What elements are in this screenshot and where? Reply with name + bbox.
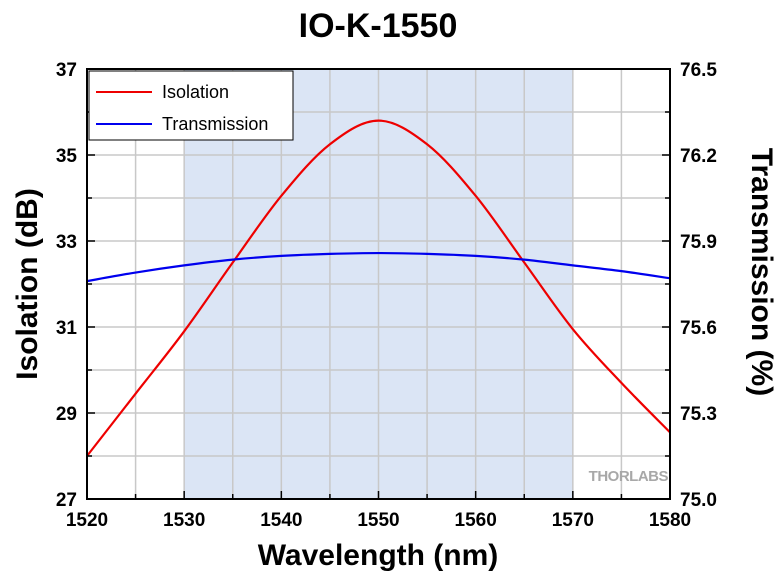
axis-ticks [86,68,671,500]
y-left-tick-label: 29 [56,404,77,425]
series-line-transmission [86,251,671,283]
y-left-tick-label: 33 [56,232,77,253]
x-tick-label: 1560 [455,510,497,531]
y-right-tick-label: 75.0 [680,490,717,511]
legend-label-transmission: Transmission [162,114,268,134]
x-tick-label: 1530 [163,510,205,531]
legend: Isolation Transmission [88,70,294,141]
y-right-tick-label: 76.5 [680,60,717,81]
y-left-tick-label: 35 [56,146,78,167]
x-tick-label: 1550 [357,510,399,531]
x-tick-label: 1520 [66,510,108,531]
y-left-tick-label: 37 [56,60,77,81]
y-right-tick-labels: 75.0 75.3 75.6 75.9 76.2 76.5 [680,60,717,511]
y-right-tick-label: 76.2 [680,146,717,167]
thorlabs-watermark-logo: THORLABS [589,468,669,485]
y-right-tick-label: 75.3 [680,404,717,425]
y-right-tick-label: 75.6 [680,318,717,339]
x-tick-label: 1540 [260,510,302,531]
series-lines [86,119,671,457]
x-tick-label: 1580 [649,510,691,531]
series-line-isolation [86,119,671,457]
x-tick-label: 1570 [552,510,594,531]
x-axis-title: Wavelength (nm) [258,539,499,572]
y-right-tick-label: 75.9 [680,232,717,253]
grid-lines [87,69,670,499]
y-left-tick-label: 27 [56,490,77,511]
y-right-axis-title: Transmission (%) [745,148,778,396]
legend-label-isolation: Isolation [162,82,229,102]
x-tick-labels: 1520 1530 1540 1550 1560 1570 1580 [66,510,691,531]
y-left-tick-labels: 27 29 31 33 35 37 [56,60,78,511]
legend-box [88,70,294,141]
y-left-axis-title: Isolation (dB) [11,188,44,380]
chart-title: IO-K-1550 [299,7,458,45]
y-left-tick-label: 31 [56,318,78,339]
